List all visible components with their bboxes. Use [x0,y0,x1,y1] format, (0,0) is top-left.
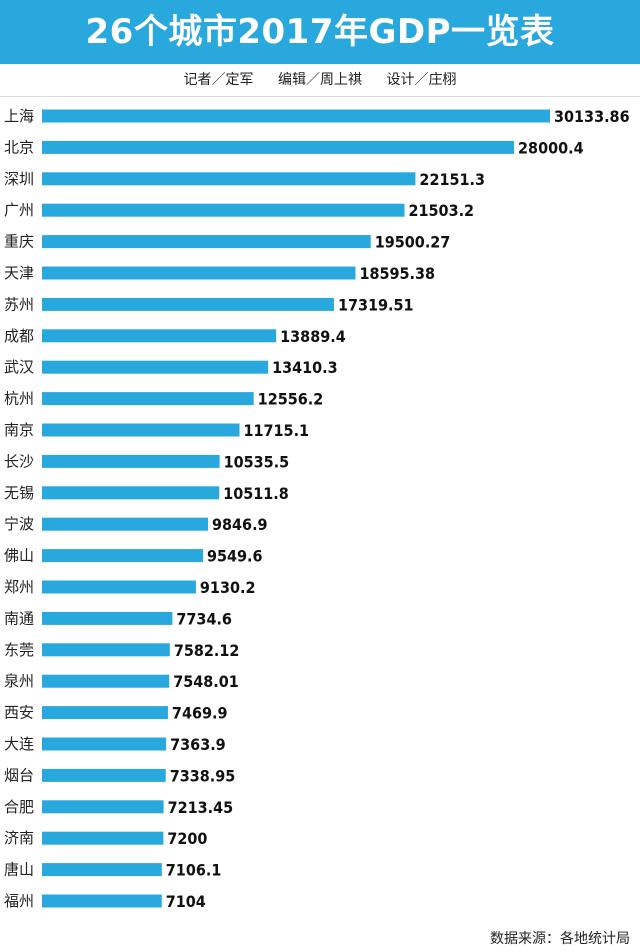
gdp-bar-chart: 上海 30133.86 北京 28000.4 深圳 22151.3 广州 21503.2 重庆 1… [4,107,630,911]
gdp-bar [42,109,550,123]
city-label: 济南 [4,829,34,847]
gdp-value-label: 10511.8 [223,484,289,503]
city-label: 上海 [4,107,34,125]
gdp-bar [42,140,515,154]
gdp-value-label: 17319.51 [338,295,414,314]
gdp-value-label: 21503.2 [409,201,475,220]
city-label: 大连 [4,735,34,753]
gdp-value-label: 18595.38 [359,264,435,283]
gdp-value-label: 7363.9 [170,735,226,754]
credits-line: 记者／定军 编辑／周上祺 设计／庄栩 [0,64,640,97]
gdp-bar [42,297,334,311]
gdp-value-label: 22151.3 [419,170,485,189]
gdp-value-label: 10535.5 [224,452,290,471]
gdp-bar [42,203,405,217]
gdp-bar [42,423,240,437]
gdp-value-label: 9130.2 [200,578,256,597]
city-label: 南京 [4,421,34,439]
city-label: 宁波 [4,515,34,533]
gdp-bar [42,172,416,186]
gdp-value-label: 9846.9 [212,515,268,534]
gdp-bar [42,329,277,343]
gdp-value-label: 30133.86 [554,107,630,126]
gdp-bar [42,235,371,249]
gdp-bar [42,643,170,657]
gdp-value-label: 9549.6 [207,547,263,566]
city-label: 长沙 [4,452,34,470]
gdp-value-label: 13889.4 [280,327,346,346]
gdp-value-label: 7104 [166,892,206,911]
gdp-bar [42,800,164,814]
gdp-bar [42,360,269,374]
city-label: 无锡 [4,484,34,502]
city-label: 东莞 [4,641,34,659]
gdp-value-label: 28000.4 [518,138,584,157]
gdp-bar [42,486,220,500]
gdp-value-label: 7582.12 [174,641,240,660]
gdp-bar [42,894,162,908]
city-label: 杭州 [4,390,34,408]
city-label: 烟台 [4,766,34,784]
gdp-value-label: 7106.1 [166,861,222,880]
gdp-bar [42,392,254,406]
gdp-bar [42,266,356,280]
gdp-bar [42,768,166,782]
page-title: 26个城市2017年GDP一览表 [85,12,555,52]
city-label: 武汉 [4,358,34,376]
gdp-value-label: 7548.01 [173,672,239,691]
city-label: 西安 [4,704,34,722]
gdp-bar [42,674,170,688]
city-label: 天津 [4,264,34,282]
gdp-value-label: 7200 [167,829,207,848]
city-label: 郑州 [4,578,34,596]
city-label: 成都 [4,327,34,345]
city-label: 苏州 [4,295,34,313]
gdp-bar [42,863,162,877]
header-banner [0,0,640,64]
gdp-value-label: 7469.9 [172,704,228,723]
gdp-bar [42,549,203,563]
credit-reporter: 记者／定军 [183,72,254,88]
data-source-note: 数据来源：各地统计局 [490,931,630,947]
gdp-bar [42,611,173,625]
city-label: 深圳 [4,170,34,188]
city-label: 佛山 [4,547,34,565]
city-label: 唐山 [4,861,34,879]
city-label: 北京 [4,138,34,156]
gdp-bar [42,454,220,468]
gdp-value-label: 13410.3 [272,358,338,377]
gdp-bar [42,517,209,531]
credit-editor: 编辑／周上祺 [278,72,362,88]
gdp-bar [42,706,168,720]
city-label: 重庆 [4,233,34,251]
gdp-value-label: 7213.45 [168,798,234,817]
city-label: 南通 [4,609,34,627]
gdp-value-label: 7338.95 [170,766,236,785]
gdp-bar [42,831,164,845]
gdp-value-label: 12556.2 [258,390,324,409]
city-label: 泉州 [4,672,34,690]
gdp-value-label: 11715.1 [243,421,309,440]
city-label: 合肥 [4,798,34,816]
gdp-value-label: 19500.27 [375,233,451,252]
credit-designer: 设计／庄栩 [386,72,457,88]
city-label: 福州 [4,892,34,910]
gdp-bar [42,580,196,594]
city-label: 广州 [4,201,34,219]
gdp-bar [42,737,167,751]
gdp-value-label: 7734.6 [176,609,232,628]
